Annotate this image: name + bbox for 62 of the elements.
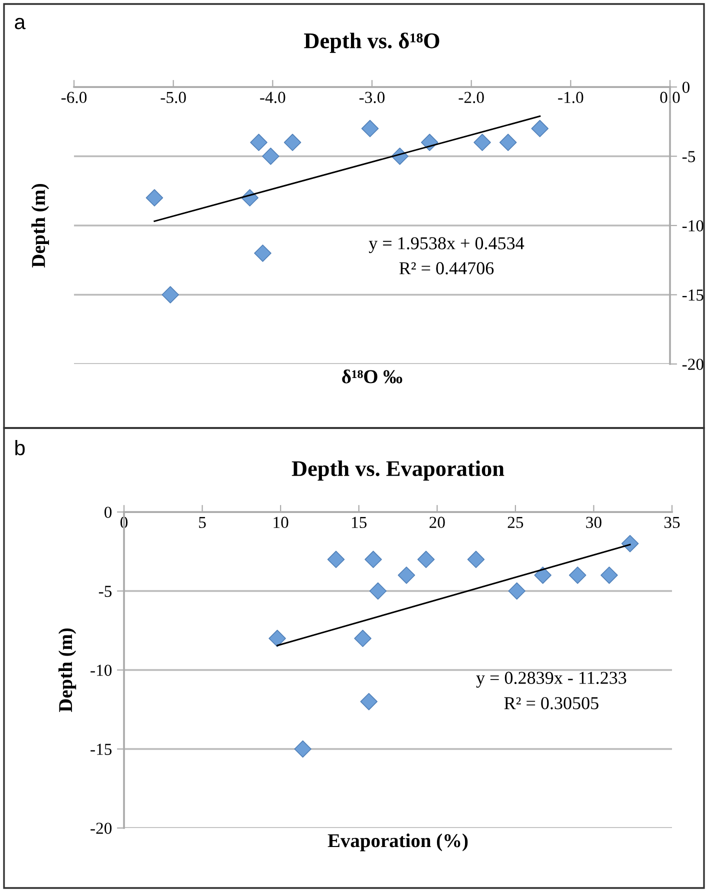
text: a (14, 18, 26, 30)
x-tick-label: 0 (120, 516, 128, 528)
y-axis-title: Depth (m) (31, 184, 49, 268)
y-tick-label: 0 (104, 506, 112, 518)
y-axis-title: Depth (m) (58, 628, 76, 712)
x-tick-label: 30 (586, 516, 602, 528)
point (250, 134, 268, 152)
x-tick-label: 5 (199, 516, 206, 528)
point (467, 550, 485, 568)
point (284, 134, 302, 152)
point (398, 566, 416, 584)
point (327, 550, 345, 568)
x-tick-label: 35 (664, 516, 680, 528)
y-tick-label: -15 (90, 744, 112, 755)
point (364, 550, 382, 568)
annotation: y = 1.9538x + 0.4534 (368, 237, 524, 254)
point (146, 189, 164, 206)
x-axis-title: Evaporation (%) (328, 834, 468, 852)
text: b (15, 440, 25, 456)
x-tick-label: 0.0 (660, 92, 680, 104)
chart-title: Depth vs. Evaporation (292, 460, 504, 481)
y-tick-label: -20 (682, 358, 704, 370)
point (474, 134, 491, 152)
point (499, 134, 517, 152)
y-tick-label: 0 (682, 82, 690, 93)
point (268, 630, 286, 648)
x-tick-label: -5.0 (160, 92, 186, 104)
y-tick-label: -10 (90, 664, 112, 676)
y-tick-label: -5 (682, 151, 696, 162)
x-tick-label: -1.0 (558, 92, 584, 104)
point (621, 534, 639, 552)
annotation: R² = 0.44706 (399, 262, 494, 274)
x-tick-label: 15 (352, 516, 367, 528)
x-tick-label: -2.0 (458, 92, 484, 104)
point (360, 692, 378, 710)
x-tick-label: -6.0 (61, 92, 87, 104)
y-tick-label: -20 (90, 822, 112, 834)
x-axis-title: δ¹⁸O ‰ (342, 369, 402, 384)
point (354, 630, 372, 648)
y-tick-label: -15 (682, 290, 704, 301)
point (369, 582, 387, 600)
x-tick-label: 20 (430, 516, 445, 528)
point (417, 550, 435, 568)
point (361, 120, 379, 138)
point (531, 120, 549, 138)
point (162, 286, 179, 304)
point (534, 566, 552, 584)
point (254, 244, 272, 262)
point (568, 566, 586, 584)
x-tick-label: -3.0 (359, 92, 385, 104)
x-tick-label: 10 (274, 516, 288, 528)
point (600, 566, 618, 584)
annotation: y = 0.2839x - 11.233 (476, 672, 626, 688)
y-tick-label: -5 (98, 586, 112, 597)
chart-title: Depth vs. δ¹⁸O (304, 32, 440, 53)
x-tick-label: -4.0 (260, 92, 286, 104)
x-tick-label: 25 (508, 516, 524, 528)
point (262, 148, 280, 165)
point (294, 740, 312, 758)
point (508, 582, 526, 600)
y-tick-label: -10 (682, 220, 704, 232)
annotation: R² = 0.30505 (504, 697, 598, 710)
